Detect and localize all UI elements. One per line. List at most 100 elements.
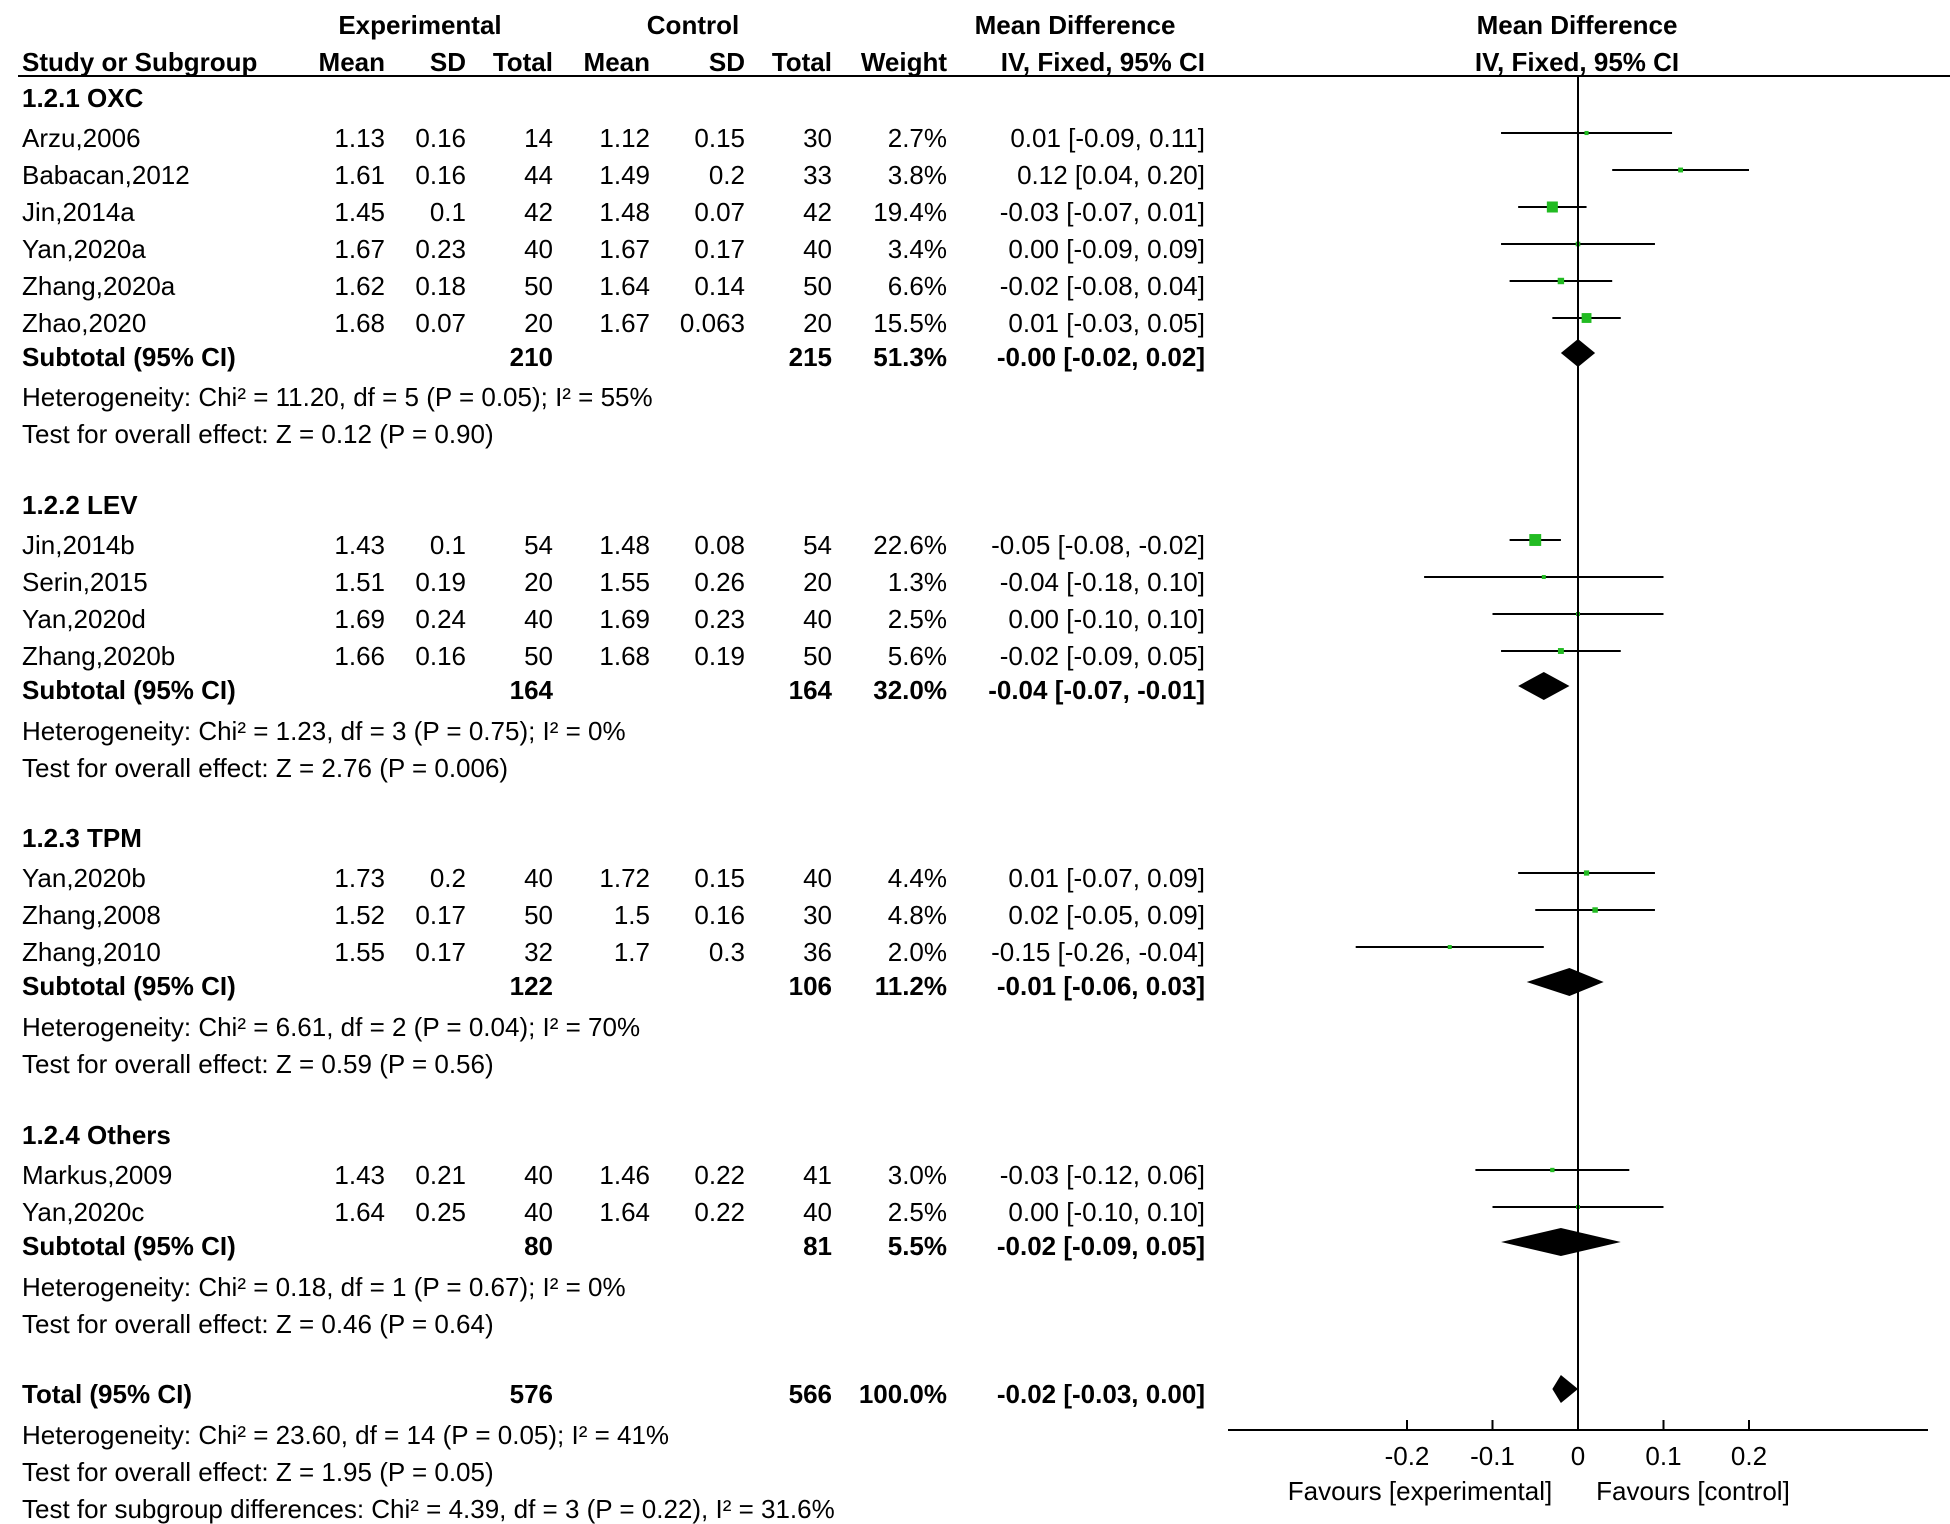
total-heterogeneity-text: Heterogeneity: Chi² = 23.60, df = 14 (P … [22, 1420, 670, 1450]
exp-total: 40 [524, 1160, 553, 1190]
exp-total: 40 [524, 234, 553, 264]
exp-mean: 1.51 [334, 567, 385, 597]
header-method: IV, Fixed, 95% CI [1000, 47, 1205, 77]
study-name: Babacan,2012 [22, 160, 190, 190]
study-ci-marker [1509, 277, 1613, 285]
study-name: Serin,2015 [22, 567, 148, 597]
exp-mean: 1.68 [334, 308, 385, 338]
ctrl-mean: 1.67 [599, 308, 650, 338]
ctrl-sd: 0.063 [679, 308, 745, 338]
exp-sd: 0.16 [415, 641, 466, 671]
study-name: Zhang,2020a [22, 271, 176, 301]
exp-sd: 0.19 [415, 567, 466, 597]
study-ci-marker [1535, 907, 1655, 913]
ctrl-mean: 1.64 [599, 271, 650, 301]
ctrl-total: 42 [803, 197, 832, 227]
subtotal-label: Subtotal (95% CI) [22, 675, 236, 705]
total-weight: 100.0% [858, 1379, 947, 1409]
x-tick-label: 0.2 [1730, 1441, 1768, 1471]
exp-total: 50 [524, 271, 553, 301]
ctrl-sd: 0.19 [694, 641, 745, 671]
ctrl-sd: 0.17 [694, 234, 745, 264]
header-ctrl-sd: SD [708, 47, 745, 77]
exp-mean: 1.67 [334, 234, 385, 264]
exp-sd: 0.1 [429, 530, 466, 560]
ctrl-sd: 0.22 [694, 1197, 745, 1227]
point-estimate-square [1541, 575, 1546, 579]
subtotal-exp-total: 164 [509, 675, 553, 705]
ctrl-sd: 0.22 [694, 1160, 745, 1190]
total-ctrl-total: 566 [788, 1379, 832, 1409]
exp-sd: 0.16 [415, 160, 466, 190]
ctrl-total: 36 [803, 937, 832, 967]
ctrl-mean: 1.72 [599, 863, 650, 893]
x-tick-label: -0.2 [1384, 1441, 1430, 1471]
point-estimate-square [1583, 870, 1590, 876]
study-ci: 0.00 [-0.10, 0.10] [1008, 1197, 1205, 1227]
pooled-estimate-diamond [1501, 1228, 1621, 1256]
study-ci-marker [1509, 534, 1561, 546]
study-name: Yan,2020d [22, 604, 146, 634]
ctrl-sd: 0.15 [694, 863, 745, 893]
overall-effect-text: Test for overall effect: Z = 0.12 (P = 0… [22, 419, 494, 449]
total-ci: -0.02 [-0.03, 0.00] [996, 1379, 1205, 1409]
heterogeneity-text: Heterogeneity: Chi² = 1.23, df = 3 (P = … [22, 716, 626, 746]
ctrl-sd: 0.14 [694, 271, 745, 301]
plot-header-method: IV, Fixed, 95% CI [1474, 47, 1680, 77]
point-estimate-square [1546, 201, 1558, 213]
exp-total: 40 [524, 604, 553, 634]
subgroup-title: 1.2.3 TPM [22, 823, 142, 853]
exp-sd: 0.17 [415, 900, 466, 930]
pooled-estimate-diamond [1552, 1375, 1578, 1403]
study-weight: 1.3% [887, 567, 947, 597]
subtotal-ctrl-total: 164 [788, 675, 832, 705]
exp-total: 40 [524, 1197, 553, 1227]
header-study-or-subgroup: Study or Subgroup [22, 47, 258, 77]
study-weight: 22.6% [873, 530, 947, 560]
ctrl-mean: 1.12 [599, 123, 650, 153]
exp-sd: 0.2 [429, 863, 466, 893]
ctrl-mean: 1.48 [599, 530, 650, 560]
study-name: Yan,2020a [22, 234, 146, 264]
study-weight: 2.0% [887, 937, 947, 967]
total-label: Total (95% CI) [22, 1379, 192, 1409]
point-estimate-square [1592, 907, 1598, 913]
ctrl-sd: 0.23 [694, 604, 745, 634]
study-name: Zhang,2008 [22, 900, 161, 930]
exp-total: 44 [524, 160, 553, 190]
overall-effect-text: Test for overall effect: Z = 0.59 (P = 0… [22, 1049, 494, 1079]
exp-total: 32 [524, 937, 553, 967]
plot-header-mean-difference: Mean Difference [1476, 10, 1678, 40]
x-tick-label: 0.1 [1645, 1441, 1682, 1471]
study-weight: 3.4% [887, 234, 947, 264]
subtotal-ctrl-total: 215 [788, 342, 832, 372]
ctrl-total: 50 [803, 271, 832, 301]
exp-sd: 0.23 [415, 234, 466, 264]
study-ci: -0.05 [-0.08, -0.02] [991, 530, 1205, 560]
study-ci: 0.02 [-0.05, 0.09] [1008, 900, 1205, 930]
exp-sd: 0.21 [415, 1160, 466, 1190]
exp-mean: 1.52 [334, 900, 385, 930]
ctrl-mean: 1.49 [599, 160, 650, 190]
study-weight: 2.5% [887, 604, 947, 634]
header-experimental: Experimental [338, 10, 502, 40]
ctrl-mean: 1.5 [613, 900, 650, 930]
x-tick-label: 0 [1570, 1441, 1586, 1471]
subtotal-weight: 11.2% [874, 971, 947, 1001]
exp-mean: 1.61 [334, 160, 385, 190]
subtotal-exp-total: 210 [509, 342, 553, 372]
ctrl-total: 40 [803, 604, 832, 634]
exp-mean: 1.43 [334, 530, 385, 560]
point-estimate-square [1557, 648, 1564, 654]
ctrl-mean: 1.48 [599, 197, 650, 227]
ctrl-sd: 0.07 [694, 197, 745, 227]
study-name: Jin,2014a [22, 197, 135, 227]
study-ci: 0.01 [-0.09, 0.11] [1010, 123, 1205, 153]
exp-mean: 1.73 [334, 863, 385, 893]
x-tick-label: -0.1 [1470, 1441, 1515, 1471]
study-ci-marker [1612, 167, 1749, 173]
exp-mean: 1.64 [334, 1197, 385, 1227]
ctrl-total: 33 [803, 160, 832, 190]
heterogeneity-text: Heterogeneity: Chi² = 11.20, df = 5 (P =… [22, 382, 653, 412]
